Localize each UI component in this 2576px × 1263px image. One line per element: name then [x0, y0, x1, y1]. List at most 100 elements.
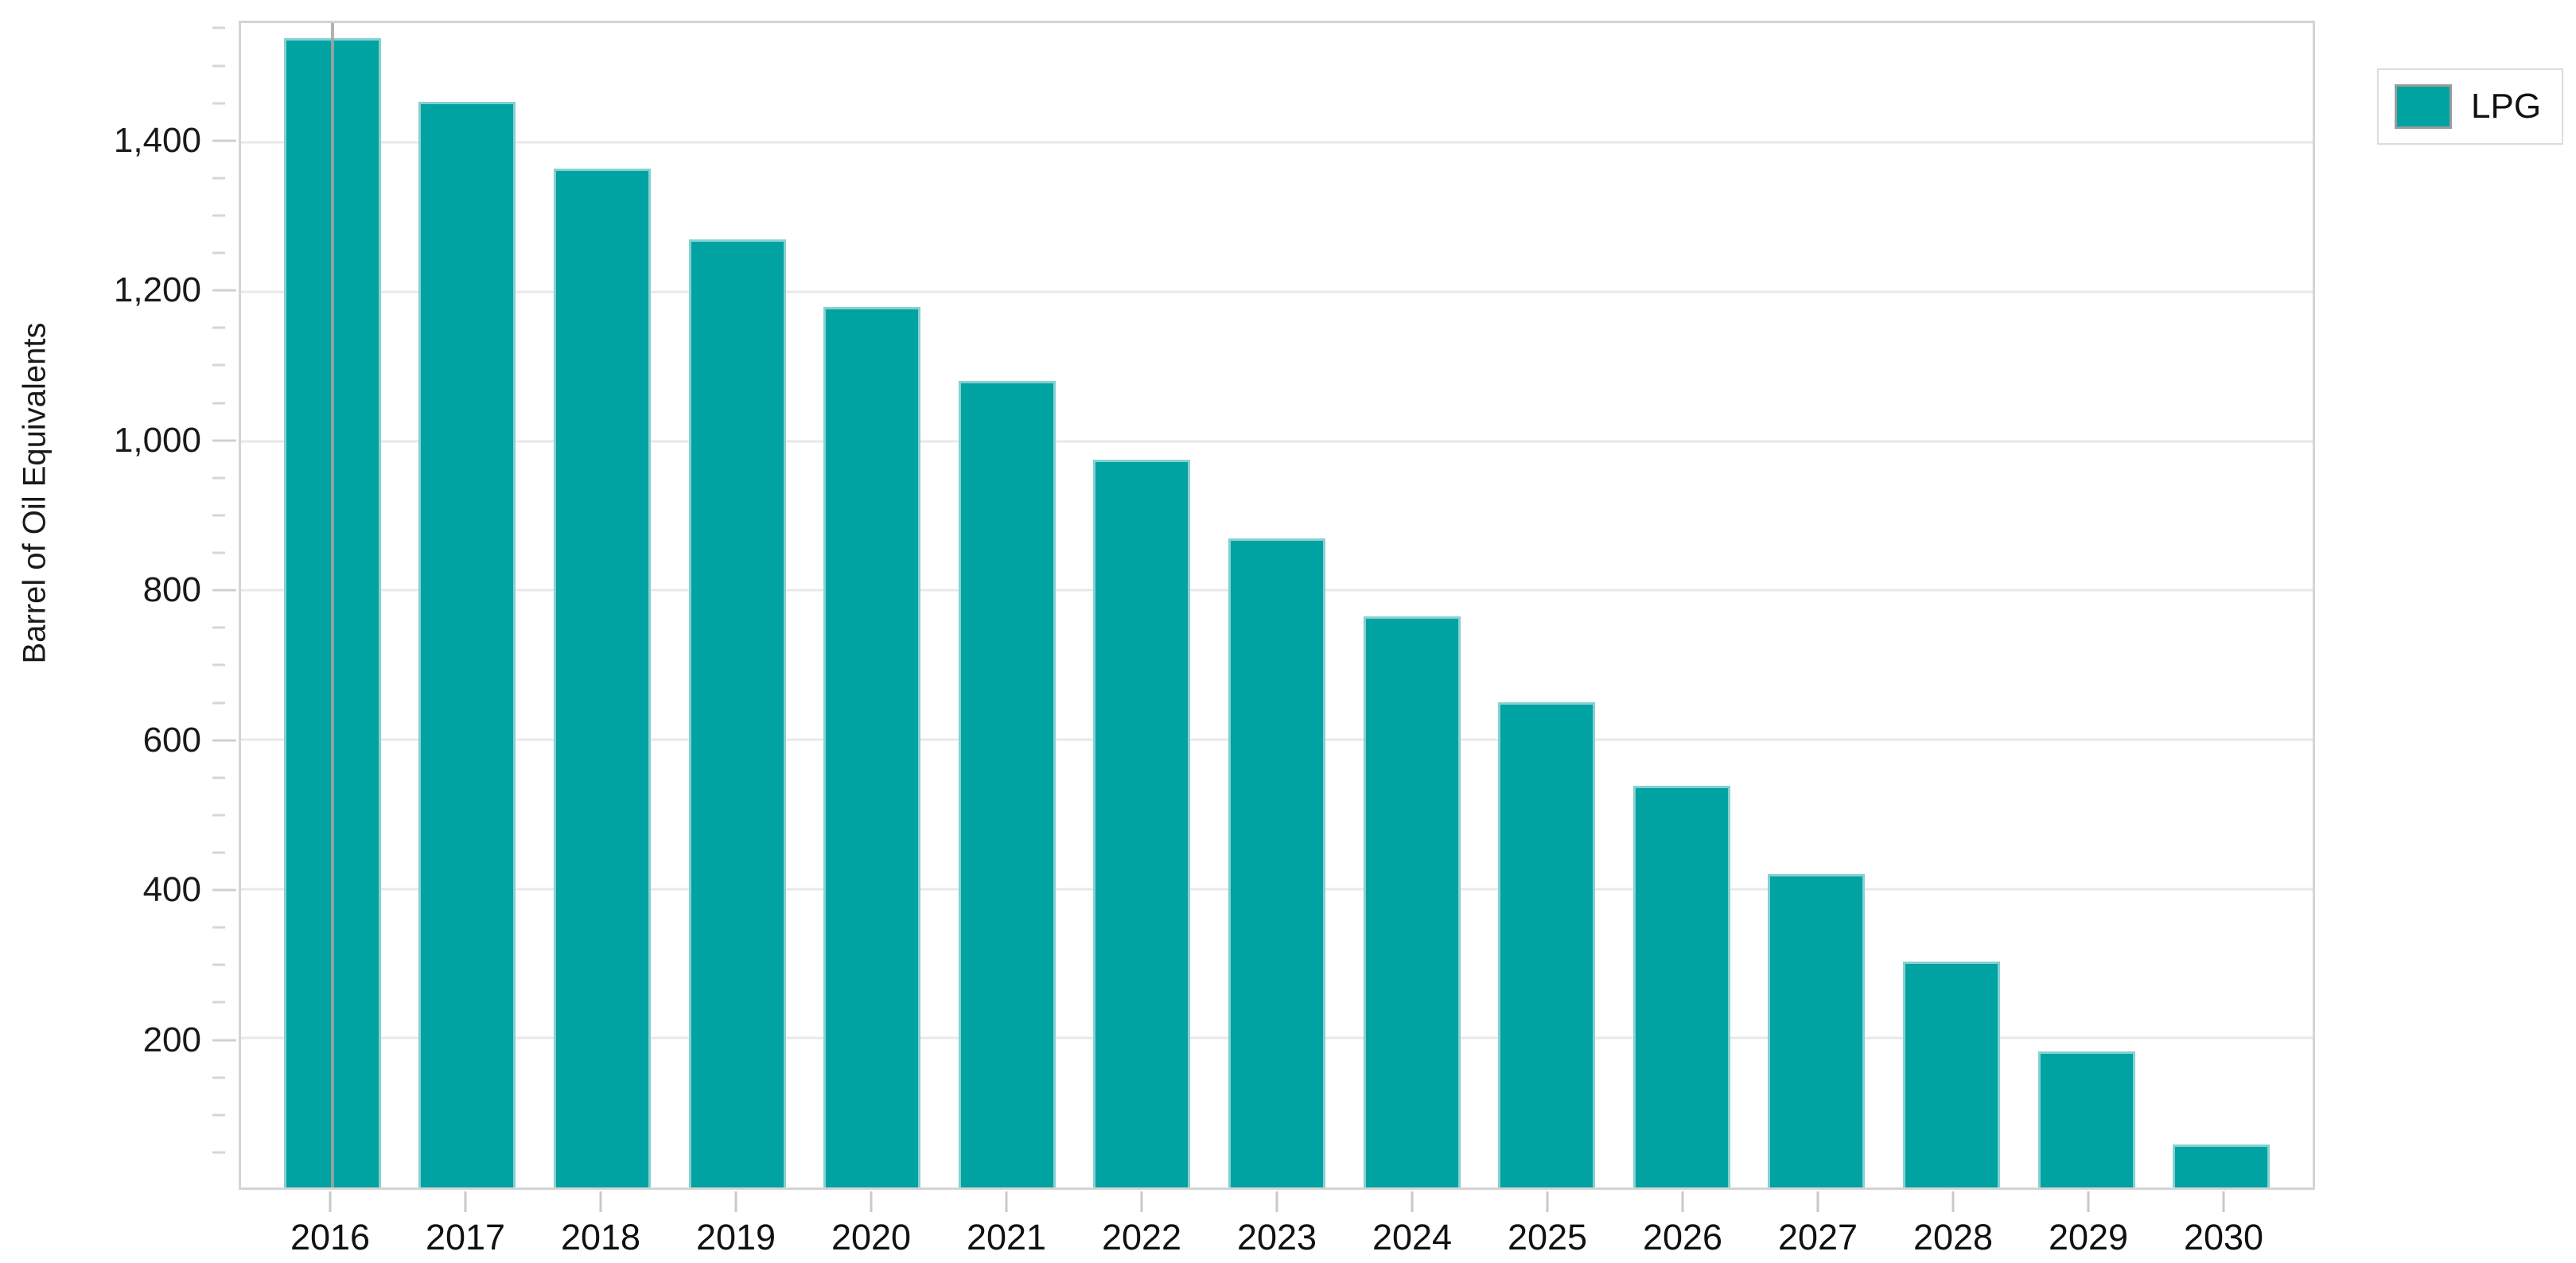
y-minor-tick-750 — [212, 626, 225, 629]
bar-2017[interactable] — [418, 101, 516, 1187]
y-major-tick-800 — [212, 589, 236, 592]
band-2023 — [1209, 23, 1344, 1187]
x-tick-label-2029: 2029 — [2048, 1217, 2129, 1257]
band-2029 — [2019, 23, 2154, 1187]
bar-2026[interactable] — [1632, 786, 1730, 1187]
bar-2030[interactable] — [2173, 1144, 2271, 1187]
bar-2027[interactable] — [1768, 873, 1866, 1187]
y-minor-tick-250 — [212, 1001, 225, 1004]
band-2028 — [1884, 23, 2019, 1187]
y-major-tick-600 — [212, 739, 236, 742]
band-2018 — [535, 23, 670, 1187]
band-2030 — [2154, 23, 2289, 1187]
bar-2020[interactable] — [823, 306, 921, 1187]
bar-2028[interactable] — [1902, 961, 2000, 1187]
x-tick-2017 — [464, 1191, 467, 1212]
y-minor-tick-1100 — [212, 363, 225, 367]
plot-area — [239, 21, 2315, 1190]
y-minor-tick-700 — [212, 663, 225, 666]
x-tick-2028 — [1951, 1191, 1955, 1212]
x-tick-label-2025: 2025 — [1507, 1217, 1588, 1257]
y-minor-tick-1250 — [212, 251, 225, 255]
x-tick-2016 — [329, 1191, 332, 1212]
x-tick-label-2027: 2027 — [1777, 1217, 1858, 1257]
legend-swatch-lpg — [2395, 84, 2452, 129]
legend-label-lpg: LPG — [2471, 87, 2542, 126]
y-tick-label-400: 400 — [142, 870, 201, 910]
y-tick-label-1400: 1,400 — [113, 120, 201, 160]
x-tick-label-2023: 2023 — [1236, 1217, 1317, 1257]
bar-2025[interactable] — [1498, 702, 1596, 1187]
band-2017 — [400, 23, 535, 1187]
y-minor-tick-950 — [212, 476, 225, 480]
y-major-tick-1400 — [212, 139, 236, 142]
x-tick-2029 — [2087, 1191, 2090, 1212]
y-tick-label-800: 800 — [142, 570, 201, 610]
y-tick-label-200: 200 — [142, 1020, 201, 1059]
x-tick-2030 — [2222, 1191, 2225, 1212]
y-minor-tick-1050 — [212, 402, 225, 405]
x-tick-2026 — [1681, 1191, 1684, 1212]
y-minor-tick-50 — [212, 1151, 225, 1154]
y-major-tick-1200 — [212, 289, 236, 292]
bar-2019[interactable] — [688, 239, 786, 1187]
bar-2024[interactable] — [1363, 616, 1461, 1187]
band-2022 — [1075, 23, 1210, 1187]
x-tick-2022 — [1140, 1191, 1143, 1212]
band-2021 — [940, 23, 1075, 1187]
y-minor-tick-1150 — [212, 326, 225, 329]
y-tick-label-1000: 1,000 — [113, 420, 201, 460]
bar-2018[interactable] — [553, 169, 651, 1187]
bar-2021[interactable] — [958, 381, 1056, 1187]
legend[interactable]: LPG — [2377, 68, 2563, 145]
x-tick-label-2016: 2016 — [290, 1217, 371, 1257]
x-tick-label-2028: 2028 — [1913, 1217, 1994, 1257]
y-major-tick-400 — [212, 888, 236, 892]
gridline-1400 — [241, 141, 2313, 144]
x-tick-2027 — [1816, 1191, 1819, 1212]
x-tick-label-2030: 2030 — [2183, 1217, 2264, 1257]
y-minor-tick-850 — [212, 551, 225, 554]
y-major-tick-200 — [212, 1039, 236, 1042]
x-axis: 2016 2017 2018 2019 2020 2021 2022 2023 2024 2025… — [239, 1190, 2315, 1263]
y-minor-tick-1450 — [212, 102, 225, 105]
x-tick-2020 — [870, 1191, 873, 1212]
band-2019 — [670, 23, 805, 1187]
band-2024 — [1344, 23, 1480, 1187]
x-tick-2023 — [1275, 1191, 1278, 1212]
y-minor-tick-100 — [212, 1113, 225, 1117]
band-2026 — [1614, 23, 1749, 1187]
x-tick-2019 — [734, 1191, 737, 1212]
y-minor-tick-500 — [212, 814, 225, 817]
y-minor-tick-350 — [212, 926, 225, 929]
x-tick-label-2020: 2020 — [831, 1217, 912, 1257]
x-tick-2021 — [1005, 1191, 1008, 1212]
x-tick-label-2019: 2019 — [695, 1217, 776, 1257]
band-2027 — [1749, 23, 1885, 1187]
bar-series-lpg — [241, 23, 2313, 1187]
y-axis: 200 400 600 800 1,000 1,200 1,400 — [0, 21, 236, 1190]
y-minor-tick-450 — [212, 851, 225, 854]
gridline-1200 — [241, 290, 2313, 293]
y-minor-tick-1500 — [212, 64, 225, 68]
y-minor-tick-1300 — [212, 214, 225, 217]
y-minor-tick-300 — [212, 963, 225, 966]
x-tick-label-2026: 2026 — [1642, 1217, 1723, 1257]
bar-2023[interactable] — [1228, 538, 1325, 1187]
y-tick-label-1200: 1,200 — [113, 270, 201, 310]
y-minor-tick-650 — [212, 701, 225, 704]
bar-2029[interactable] — [2037, 1051, 2135, 1187]
x-tick-2025 — [1546, 1191, 1549, 1212]
x-tick-label-2022: 2022 — [1101, 1217, 1182, 1257]
y-minor-tick-150 — [212, 1076, 225, 1079]
x-tick-label-2024: 2024 — [1372, 1217, 1453, 1257]
y-tick-label-600: 600 — [142, 720, 201, 760]
gridline-1000 — [241, 440, 2313, 443]
x-tick-label-2017: 2017 — [425, 1217, 506, 1257]
bar-2022[interactable] — [1093, 460, 1191, 1187]
x-tick-label-2018: 2018 — [560, 1217, 641, 1257]
x-tick-2024 — [1411, 1191, 1414, 1212]
y-minor-tick-1350 — [212, 177, 225, 180]
y-minor-tick-1550 — [212, 26, 225, 29]
